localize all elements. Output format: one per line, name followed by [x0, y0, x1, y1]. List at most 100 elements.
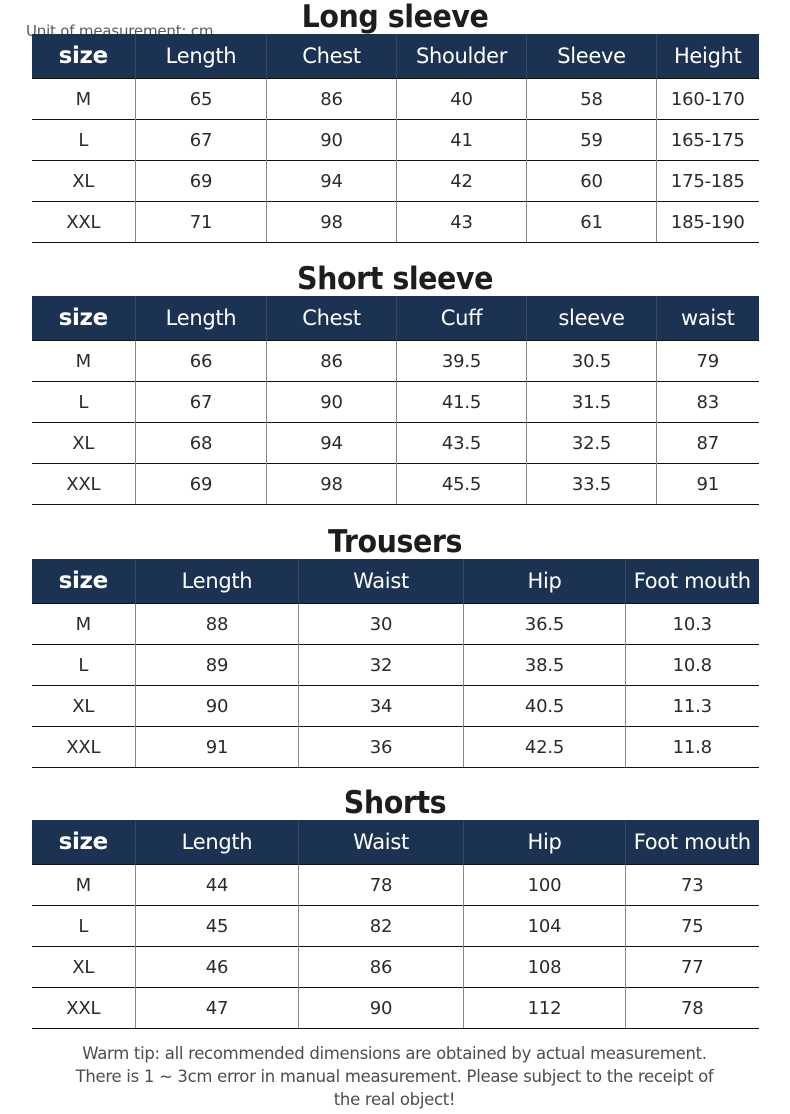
size-table-trousers: size Length Waist Hip Foot mouth M 88 30 36.5 10.… [31, 559, 759, 768]
footer-line-3: the real object! [333, 1090, 456, 1109]
measurement-cell-hip: 104 [463, 905, 626, 947]
table-row: XL 69 94 42 60 175-185 [31, 160, 759, 202]
column-header-size: size [31, 296, 136, 341]
measurement-cell-hip: 36.5 [463, 603, 626, 645]
measurement-cell-chest: 98 [266, 201, 397, 243]
measurement-cell-waist: 82 [298, 905, 464, 947]
measurement-cell-length: 67 [135, 381, 267, 423]
measurement-cell-chest: 86 [266, 340, 397, 382]
measurement-cell-chest: 94 [266, 160, 397, 202]
measurement-cell-foot-mouth: 11.8 [625, 726, 759, 768]
measurement-cell-hip: 38.5 [463, 644, 626, 686]
size-table-shorts: size Length Waist Hip Foot mouth M 44 78 100 73 L 4… [31, 820, 759, 1029]
measurement-cell-sleeve: 61 [526, 201, 657, 243]
measurement-cell-foot-mouth: 78 [625, 987, 759, 1029]
measurement-cell-sleeve: 58 [526, 78, 657, 120]
measurement-cell-waist: 87 [656, 422, 759, 464]
table-row: L 45 82 104 75 [31, 905, 759, 947]
size-label-cell: L [31, 905, 136, 947]
measurement-cell-cuff: 41.5 [396, 381, 527, 423]
measurement-cell-hip: 40.5 [463, 685, 626, 727]
measurement-cell-height: 175-185 [656, 160, 759, 202]
table-row: XXL 69 98 45.5 33.5 91 [31, 463, 759, 505]
measurement-cell-length: 71 [135, 201, 267, 243]
table-row: M 88 30 36.5 10.3 [31, 603, 759, 645]
measurement-cell-foot-mouth: 75 [625, 905, 759, 947]
size-label-cell: XXL [31, 726, 136, 768]
measurement-cell-chest: 90 [266, 381, 397, 423]
column-header-chest: Chest [266, 296, 397, 341]
measurement-cell-length: 68 [135, 422, 267, 464]
section-title-long-sleeve: Long sleeve [301, 0, 489, 35]
footer-line-1: Warm tip: all recommended dimensions are… [82, 1044, 707, 1063]
section-long-sleeve: Long sleeve size Length Chest Shoulder Sleev… [0, 0, 790, 243]
column-header-length: Length [135, 34, 267, 79]
column-header-size: size [31, 820, 136, 865]
column-header-hip: Hip [463, 559, 626, 604]
measurement-cell-waist: 91 [656, 463, 759, 505]
size-label-cell: XL [31, 160, 136, 202]
measurement-cell-length: 91 [135, 726, 299, 768]
measurement-cell-length: 65 [135, 78, 267, 120]
section-title-short-sleeve: Short sleeve [297, 261, 493, 297]
measurement-cell-waist: 36 [298, 726, 464, 768]
column-header-length: Length [135, 296, 267, 341]
table-row: XL 90 34 40.5 11.3 [31, 685, 759, 727]
size-label-cell: M [31, 340, 136, 382]
column-header-length: Length [135, 559, 299, 604]
table-row: M 65 86 40 58 160-170 [31, 78, 759, 120]
measurement-cell-foot-mouth: 77 [625, 946, 759, 988]
measurement-cell-waist: 79 [656, 340, 759, 382]
column-header-sleeve: Sleeve [526, 34, 657, 79]
size-label-cell: XL [31, 685, 136, 727]
measurement-cell-length: 69 [135, 463, 267, 505]
column-header-foot-mouth: Foot mouth [625, 559, 759, 604]
table-row: L 67 90 41 59 165-175 [31, 119, 759, 161]
measurement-cell-length: 89 [135, 644, 299, 686]
size-label-cell: XL [31, 946, 136, 988]
measurement-cell-foot-mouth: 10.8 [625, 644, 759, 686]
measurement-cell-cuff: 39.5 [396, 340, 527, 382]
measurement-cell-waist: 78 [298, 864, 464, 906]
measurement-cell-waist: 90 [298, 987, 464, 1029]
column-header-shoulder: Shoulder [396, 34, 527, 79]
measurement-cell-hip: 100 [463, 864, 626, 906]
measurement-cell-waist: 86 [298, 946, 464, 988]
table-header-row: size Length Chest Shoulder Sleeve Height [31, 34, 759, 79]
footer-warm-tip: Warm tip: all recommended dimensions are… [26, 1042, 763, 1111]
measurement-cell-height: 185-190 [656, 201, 759, 243]
size-label-cell: M [31, 78, 136, 120]
size-table-short-sleeve: size Length Chest Cuff sleeve waist M 66 86 39.5 3… [31, 296, 759, 505]
measurement-cell-chest: 94 [266, 422, 397, 464]
size-label-cell: L [31, 381, 136, 423]
column-header-waist: waist [656, 296, 759, 341]
measurement-cell-sleeve: 33.5 [526, 463, 657, 505]
footer-line-2: There is 1 ~ 3cm error in manual measure… [75, 1067, 714, 1086]
measurement-cell-waist: 32 [298, 644, 464, 686]
measurement-cell-cuff: 45.5 [396, 463, 527, 505]
measurement-cell-sleeve: 32.5 [526, 422, 657, 464]
table-header-row: size Length Waist Hip Foot mouth [31, 820, 759, 865]
measurement-cell-sleeve: 31.5 [526, 381, 657, 423]
measurement-cell-waist: 83 [656, 381, 759, 423]
table-row: L 89 32 38.5 10.8 [31, 644, 759, 686]
measurement-cell-sleeve: 30.5 [526, 340, 657, 382]
measurement-cell-waist: 30 [298, 603, 464, 645]
column-header-foot-mouth: Foot mouth [625, 820, 759, 865]
measurement-cell-height: 165-175 [656, 119, 759, 161]
table-row: XL 46 86 108 77 [31, 946, 759, 988]
measurement-cell-length: 88 [135, 603, 299, 645]
measurement-cell-cuff: 43.5 [396, 422, 527, 464]
measurement-cell-shoulder: 41 [396, 119, 527, 161]
table-row: XXL 91 36 42.5 11.8 [31, 726, 759, 768]
measurement-cell-length: 44 [135, 864, 299, 906]
size-label-cell: M [31, 864, 136, 906]
section-trousers: Trousers size Length Waist Hip Foot mouth M 88… [0, 525, 790, 768]
size-label-cell: XXL [31, 201, 136, 243]
measurement-cell-length: 69 [135, 160, 267, 202]
table-row: XXL 71 98 43 61 185-190 [31, 201, 759, 243]
size-label-cell: XL [31, 422, 136, 464]
measurement-cell-hip: 112 [463, 987, 626, 1029]
section-title-trousers: Trousers [328, 524, 462, 560]
